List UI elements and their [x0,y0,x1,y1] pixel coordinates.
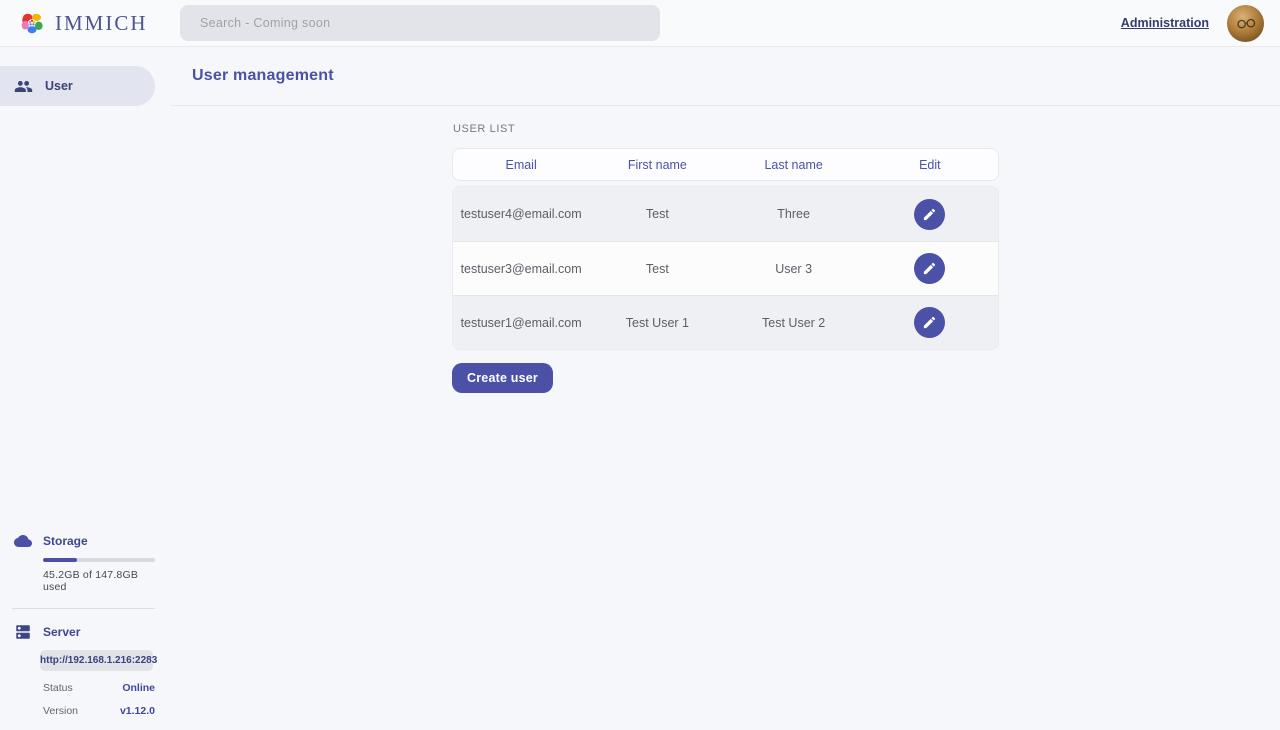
sidebar: User Storage 45.2GB of 147.8GB used [0,47,171,730]
storage-progress-fill [43,557,78,562]
sidebar-item-label: User [45,79,73,93]
glasses-icon [1236,18,1255,29]
immich-logo-icon [21,13,43,34]
brand[interactable]: IMMICH [18,9,180,37]
column-header-last-name: Last name [764,157,823,172]
main-content: User management USER LIST Email First na… [171,47,1280,730]
edit-pencil-icon [924,208,936,220]
storage-usage-text: 45.2GB of 147.8GB used [43,569,139,593]
cloud-icon [14,534,32,547]
cell-last-name: Test User 2 [762,315,826,330]
user-table-body: testuser4@email.com Test Three testuser3… [452,186,999,350]
server-title: Server [43,625,81,639]
search-bar[interactable] [180,5,660,41]
top-navbar: IMMICH Administration [0,0,1280,47]
storage-section: Storage 45.2GB of 147.8GB used [14,532,155,593]
table-row: testuser1@email.com Test User 1 Test Use… [453,295,998,349]
table-row: testuser4@email.com Test Three [453,187,998,241]
version-label: Version [43,705,79,717]
edit-user-button[interactable] [914,307,946,338]
edit-pencil-icon [924,316,936,329]
edit-user-button[interactable] [914,253,946,284]
cell-first-name: Test User 1 [625,315,689,330]
cell-email: testuser4@email.com [460,207,582,221]
sidebar-item-user[interactable]: User [0,66,155,106]
column-header-first-name: First name [627,157,687,172]
create-user-button[interactable]: Create user [452,363,553,393]
status-label: Status [43,682,73,694]
page-title: User management [192,67,334,84]
server-status-row: Status Online [43,682,155,694]
cell-email: testuser1@email.com [460,315,582,330]
cell-last-name: Three [777,207,810,221]
search-input[interactable] [180,16,660,30]
column-header-edit: Edit [919,157,941,172]
column-header-email: Email [505,157,537,172]
server-icon [16,625,30,639]
version-value: v1.12.0 [119,705,155,717]
administration-link[interactable]: Administration [1120,16,1209,30]
page-header: User management [171,47,1280,106]
user-avatar[interactable] [1227,4,1264,42]
server-section: Server http://192.168.1.216:2283 Status … [14,623,157,717]
cell-first-name: Test [645,261,669,276]
status-value: Online [122,682,155,694]
edit-pencil-icon [924,262,936,275]
storage-title: Storage [43,533,88,548]
section-label: USER LIST [453,123,516,135]
people-icon [14,80,33,92]
app-title: IMMICH [55,10,148,35]
server-version-row: Version v1.12.0 [43,705,155,717]
cell-last-name: User 3 [775,261,813,276]
cell-first-name: Test [645,207,669,221]
edit-user-button[interactable] [914,198,946,230]
table-row: testuser3@email.com Test User 3 [453,241,998,295]
sidebar-divider [12,608,155,609]
user-table-header: Email First name Last name Edit [452,148,999,181]
server-url-badge: http://192.168.1.216:2283 [40,650,157,671]
storage-progress-bar [43,557,155,562]
cell-email: testuser3@email.com [460,261,582,276]
